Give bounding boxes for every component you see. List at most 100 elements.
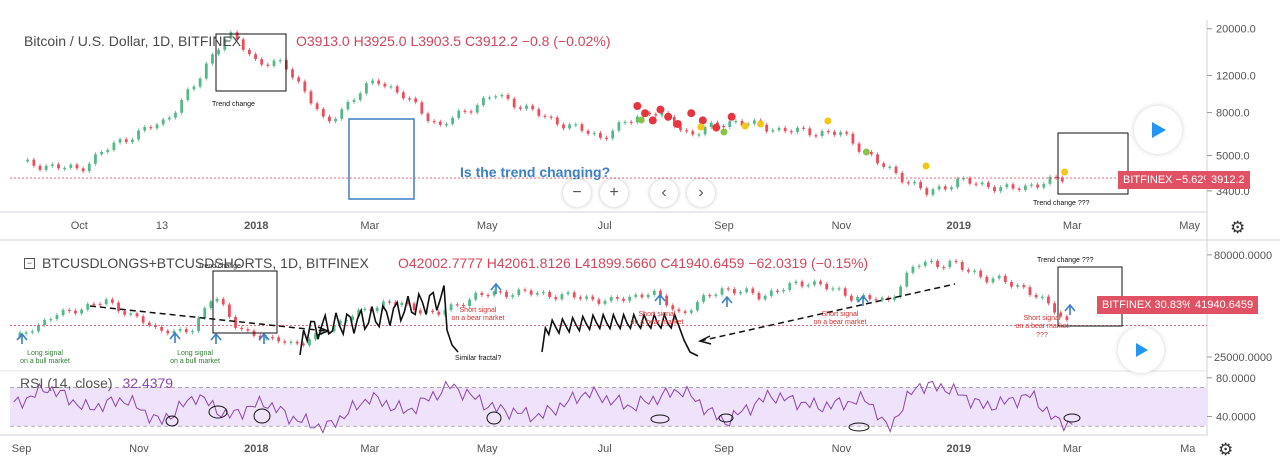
btc-candle <box>648 112 652 115</box>
ls-candle <box>628 296 632 301</box>
ls-candle <box>80 309 83 314</box>
ls-candle <box>517 289 521 296</box>
btc-candle <box>266 64 270 66</box>
btc-candle <box>358 93 362 100</box>
ls-candle <box>437 311 441 315</box>
btc-candle <box>691 131 695 135</box>
scroll-left-button[interactable]: ‹ <box>650 179 678 207</box>
ls-candle <box>1065 316 1069 320</box>
btc-candle <box>254 54 257 60</box>
highlight-box <box>348 118 415 200</box>
ls-candle <box>1034 294 1038 298</box>
ls-candle <box>745 288 749 292</box>
btc-candle <box>272 60 276 66</box>
play-button-indicator[interactable] <box>1118 327 1164 373</box>
ls-candle <box>49 319 53 321</box>
btc-candle <box>463 110 467 112</box>
btc-candle <box>845 132 849 134</box>
x-tick-label: 2019 <box>947 443 971 455</box>
main-close: C3912.2 <box>464 33 518 49</box>
ls-candle <box>948 260 952 268</box>
btc-candle <box>180 99 184 113</box>
signal-dot-red <box>687 109 696 118</box>
btc-candle <box>857 143 861 152</box>
btc-candle <box>94 154 97 164</box>
ls-candle <box>215 298 219 302</box>
signal-annotation: on a bull market <box>20 358 70 365</box>
ls-candle <box>1059 312 1063 317</box>
btc-candle <box>525 105 528 109</box>
scroll-right-button[interactable]: › <box>687 179 715 207</box>
x-tick-label: 13 <box>156 220 168 232</box>
ls-candle <box>757 293 761 300</box>
btc-candle <box>820 131 824 136</box>
x-tick-label: Mar <box>1063 220 1082 232</box>
btc-candle <box>796 127 799 133</box>
ls-candle <box>849 295 853 301</box>
btc-candle <box>993 187 996 192</box>
y-tick-label: 80000.0000 <box>1214 250 1272 262</box>
btc-candle <box>352 99 356 102</box>
main-high: H3925.0 <box>353 33 407 49</box>
fractal-annotation: Similar fractal? <box>455 355 501 362</box>
ls-candle <box>30 331 34 333</box>
ls-candle <box>880 297 884 301</box>
btc-candle <box>488 97 491 99</box>
btc-candle <box>876 154 879 164</box>
btc-candle <box>235 32 239 40</box>
ls-candle <box>917 265 921 267</box>
btc-candle <box>580 124 584 131</box>
x-tick-label: Mar <box>360 443 379 455</box>
signal-annotation: on a bear market <box>631 319 684 326</box>
zoom-out-button[interactable]: − <box>563 179 591 207</box>
minus-icon: − <box>572 184 582 201</box>
ls-candle <box>301 343 305 346</box>
play-button-main[interactable] <box>1134 106 1182 154</box>
zoom-in-button[interactable]: + <box>600 179 628 207</box>
btc-candle <box>408 98 411 100</box>
signal-annotation: Short signal <box>639 311 676 318</box>
ls-candle <box>363 308 367 310</box>
gear-icon[interactable]: ⚙ <box>1218 440 1234 459</box>
btc-candle <box>974 183 978 185</box>
btc-candle <box>420 102 424 114</box>
signal-arrow <box>490 282 502 294</box>
ls-candle <box>197 318 200 332</box>
trend-change-box <box>1057 132 1129 195</box>
ls-candle <box>277 337 281 342</box>
signal-dot-yellow <box>697 123 705 131</box>
btc-candle <box>839 132 842 135</box>
btc-candle <box>574 124 578 126</box>
btc-candle <box>451 117 455 124</box>
collapse-pane-icon[interactable]: − <box>24 258 35 269</box>
signal-arrow <box>857 294 869 306</box>
gear-icon[interactable]: ⚙ <box>1230 218 1246 237</box>
btc-candle <box>635 116 639 123</box>
btc-candle <box>383 83 387 87</box>
signal-dot-green <box>862 148 870 156</box>
ls-candle <box>535 292 539 295</box>
ls-candle <box>899 286 903 298</box>
btc-candle <box>1048 176 1052 184</box>
y-tick-label: 25000.0000 <box>1214 352 1272 364</box>
btc-candle <box>1042 183 1046 188</box>
ls-candle <box>18 332 22 338</box>
btc-candle <box>826 131 830 133</box>
rsi-circle <box>165 415 179 427</box>
ls-candle <box>511 295 515 297</box>
ls-candle <box>960 262 964 270</box>
btc-candle <box>32 159 36 166</box>
ls-candle <box>129 313 133 315</box>
x-tick-label: 2019 <box>947 220 971 232</box>
signal-arrow <box>721 295 733 307</box>
signal-arrow <box>654 293 666 305</box>
box-label: Trend change <box>212 101 255 108</box>
btc-candle <box>734 120 738 123</box>
ls-candle <box>468 299 471 307</box>
ls-candle <box>751 288 755 294</box>
main-chart-title: Bitcoin / U.S. Dollar, 1D, BITFINEX <box>24 33 242 49</box>
ind-high: H42061.8126 <box>486 255 571 271</box>
chevron-right-icon: › <box>698 184 704 201</box>
ls-candle <box>505 291 508 297</box>
